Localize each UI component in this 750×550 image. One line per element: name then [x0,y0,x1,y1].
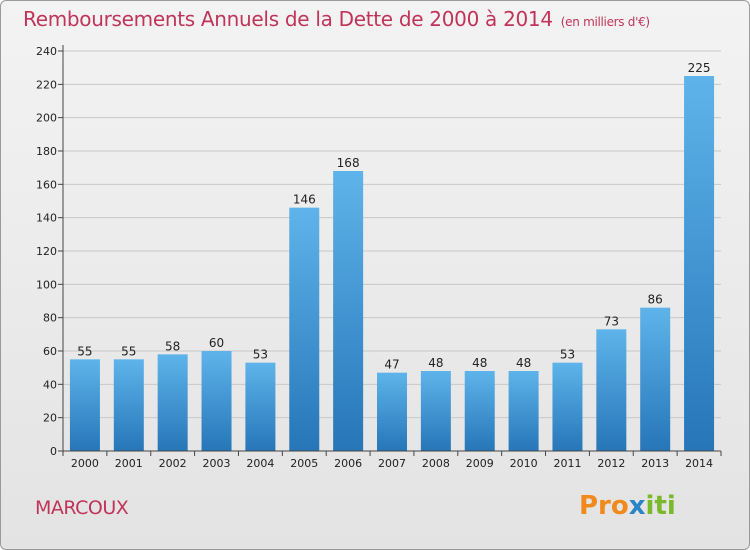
bar-2002 [157,354,188,451]
bar-2003 [201,351,232,451]
y-tick-label: 20 [43,412,57,425]
data-label-2009: 48 [472,356,487,370]
y-tick-label: 60 [43,345,57,358]
data-label-2003: 60 [209,336,224,350]
title-text: Remboursements Annuels de la Dette de 20… [23,7,553,31]
x-tick-label: 2001 [115,457,143,470]
data-label-2000: 55 [77,344,92,358]
data-label-2013: 86 [648,293,663,307]
bar-2012 [596,329,627,451]
y-tick-label: 120 [36,245,57,258]
x-axis: 2000 2001 2002 2003 2004 2005 2006 2007 2008 2009… [62,450,722,470]
x-tick-label: 2005 [290,457,318,470]
bar-2014 [684,76,715,451]
data-label-2007: 47 [384,358,399,372]
x-tick-label: 2002 [159,457,187,470]
y-tick-label: 40 [43,378,57,391]
y-tick-label: 200 [36,112,57,125]
x-tick-label: 2007 [378,457,406,470]
unit-label: (en milliers d'€) [560,15,650,29]
bar-2000 [69,359,100,451]
x-tick-label: 2010 [510,457,538,470]
commune-name: MARCOUX [35,497,129,519]
bar-2005 [289,207,320,451]
x-tick-label: 2004 [246,457,274,470]
x-tick-label: 2009 [466,457,494,470]
y-tick-label: 0 [50,445,57,458]
bar-2011 [552,362,583,451]
bar-2006 [333,171,364,451]
bar-2009 [464,371,495,451]
data-label-2008: 48 [428,356,443,370]
x-tick-label: 2008 [422,457,450,470]
data-label-2002: 58 [165,339,180,353]
x-tick-label: 2006 [334,457,362,470]
data-label-2005: 146 [293,193,316,207]
y-tick-label: 240 [36,45,57,58]
x-tick-label: 2011 [553,457,581,470]
y-tick-label: 100 [36,278,57,291]
y-tick-label: 160 [36,178,57,191]
data-label-2012: 73 [604,314,619,328]
bar-2004 [245,362,276,451]
bar-2010 [508,371,539,451]
bar-2013 [640,307,671,451]
chart-title: Remboursements Annuels de la Dette de 20… [23,7,650,31]
data-label-2010: 48 [516,356,531,370]
bar-2001 [113,359,144,451]
y-tick-label: 140 [36,212,57,225]
y-tick-label: 220 [36,78,57,91]
bars: 55 55 58 60 53 146 168 47 48 48 48 53 73 86 225 [69,61,715,451]
bar-2007 [377,372,407,451]
data-label-2011: 53 [560,348,575,362]
data-label-2014: 225 [688,61,711,75]
logo-part-2: x [628,491,646,521]
x-tick-label: 2014 [685,457,713,470]
proxiti-logo: Proxiti [579,491,676,521]
y-axis: 0 20 40 60 80 100 120 140 160 180 200 220 240 [36,45,64,458]
logo-part-1: Pro [579,491,629,521]
y-tick-label: 180 [36,145,57,158]
data-label-2001: 55 [121,344,136,358]
x-tick-label: 2012 [597,457,625,470]
y-tick-label: 80 [43,312,57,325]
logo-part-3: iti [645,491,676,521]
x-tick-label: 2003 [203,457,231,470]
data-label-2006: 168 [337,156,360,170]
data-label-2004: 53 [253,348,268,362]
bar-2008 [420,371,451,451]
x-tick-label: 2000 [71,457,99,470]
x-tick-label: 2013 [641,457,669,470]
